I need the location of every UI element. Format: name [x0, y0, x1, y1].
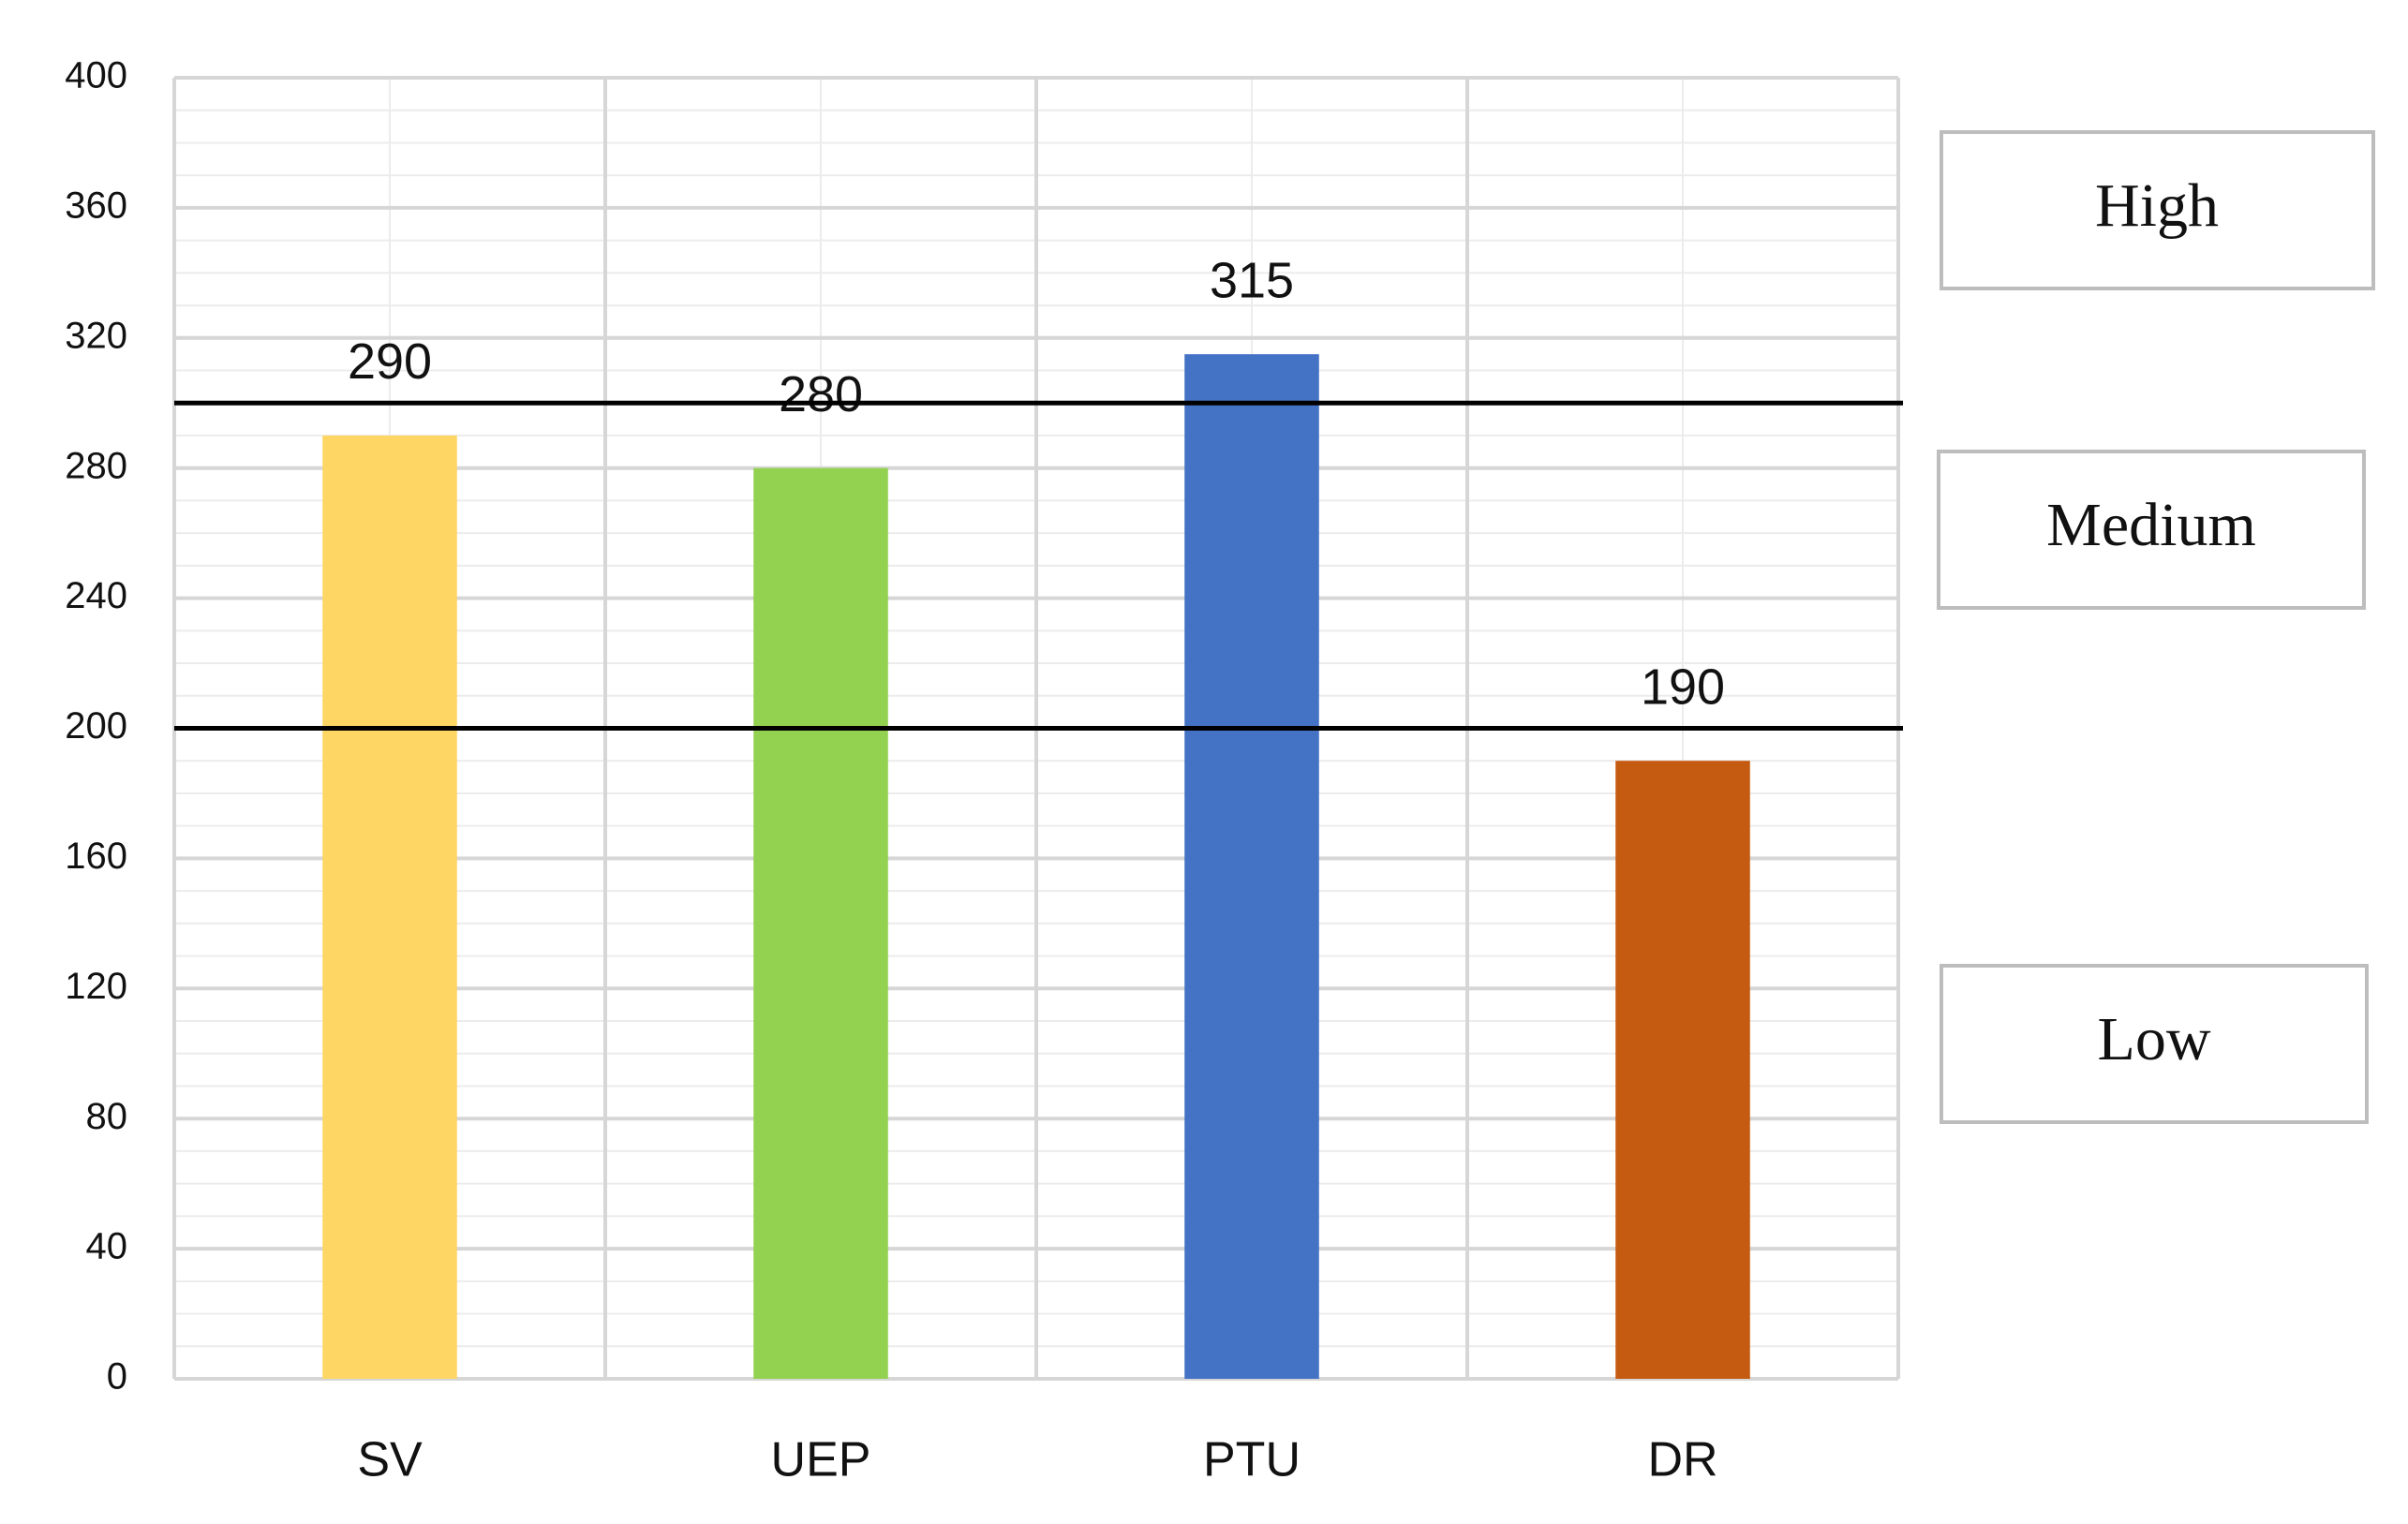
x-tick-label: UEP: [771, 1433, 871, 1487]
y-tick-label: 400: [65, 55, 127, 96]
band-box: [1940, 964, 2369, 1124]
y-tick-label: 0: [107, 1356, 127, 1398]
band-label: High: [2095, 171, 2219, 240]
data-label: 290: [348, 333, 432, 390]
y-tick-label: 360: [65, 185, 127, 226]
bar: [1184, 354, 1319, 1380]
x-tick-label: SV: [357, 1433, 423, 1487]
bar: [1615, 761, 1750, 1379]
x-tick-label: DR: [1647, 1433, 1717, 1487]
y-tick-label: 120: [65, 966, 127, 1007]
data-label: 190: [1641, 658, 1725, 715]
data-label: 280: [779, 366, 863, 422]
y-tick-label: 240: [65, 575, 127, 616]
bar: [322, 435, 457, 1380]
y-tick-label: 320: [65, 315, 127, 356]
y-tick-label: 200: [65, 705, 127, 747]
band-label: Medium: [2046, 491, 2256, 559]
band-box: [1940, 130, 2375, 290]
band-label: Low: [2098, 1005, 2211, 1073]
x-tick-label: PTU: [1203, 1433, 1301, 1487]
y-tick-label: 80: [86, 1096, 128, 1137]
bar: [753, 467, 888, 1379]
band-box: [1937, 450, 2366, 610]
y-tick-label: 280: [65, 445, 127, 486]
y-tick-label: 40: [86, 1226, 128, 1267]
data-label: 315: [1210, 252, 1294, 308]
y-tick-label: 160: [65, 836, 127, 877]
